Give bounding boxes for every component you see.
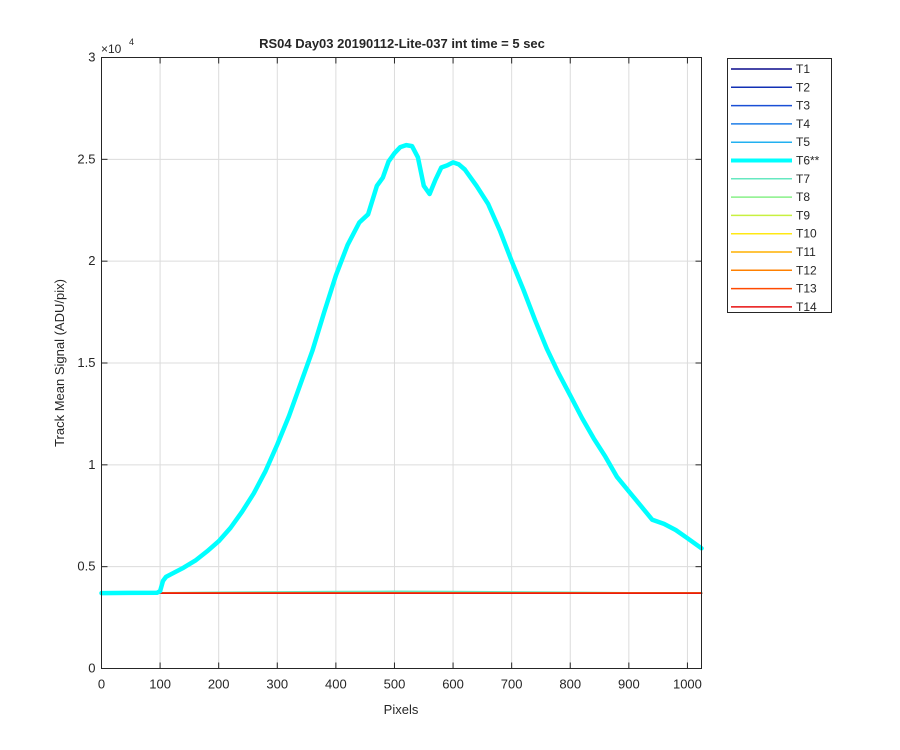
x-tick-label: 400 xyxy=(325,677,347,692)
legend: T1 T2 T3 T4 T5 T6** T7 T8 T9 T10 T11 T12 T13 T14 xyxy=(727,58,832,314)
series-line-t6 xyxy=(99,142,704,596)
legend-label: T9 xyxy=(796,208,810,222)
legend-label: T10 xyxy=(796,227,817,241)
x-tick-label: 500 xyxy=(384,677,406,692)
legend-label: T12 xyxy=(796,263,817,277)
legend-item-t1: T1 xyxy=(731,62,810,76)
legend-item-t9: T9 xyxy=(731,208,810,222)
y-exponent-base: ×10 xyxy=(101,42,122,56)
legend-item-t14: T14 xyxy=(731,300,817,314)
x-tick-label: 300 xyxy=(266,677,288,692)
legend-item-t13: T13 xyxy=(731,282,817,296)
y-axis-label: Track Mean Signal (ADU/pix) xyxy=(52,279,67,447)
legend-item-t11: T11 xyxy=(731,245,816,259)
y-tick-label: 0 xyxy=(88,661,95,676)
legend-label: T3 xyxy=(796,99,810,113)
x-tick-label: 200 xyxy=(208,677,230,692)
legend-label: T4 xyxy=(796,117,810,131)
x-tick-label: 100 xyxy=(149,677,171,692)
x-tick-label: 800 xyxy=(559,677,581,692)
legend-item-t7: T7 xyxy=(731,172,810,186)
y-tick-label: 3 xyxy=(88,50,95,65)
legend-item-t5: T5 xyxy=(731,135,810,149)
x-tick-label: 900 xyxy=(618,677,640,692)
legend-item-t6: T6** xyxy=(731,154,820,168)
legend-item-t3: T3 xyxy=(731,99,810,113)
x-tick-label: 1000 xyxy=(673,677,702,692)
axis-ticks: 0 100 200 300 400 500 600 700 800 900 1000 0 0.5 1 1.5… xyxy=(77,50,701,692)
y-tick-label: 1 xyxy=(88,457,95,472)
legend-label: T2 xyxy=(796,80,810,94)
x-axis-label: Pixels xyxy=(384,702,419,717)
legend-label: T1 xyxy=(796,62,810,76)
series-lines xyxy=(99,142,704,596)
legend-item-t8: T8 xyxy=(731,190,810,204)
grid xyxy=(101,57,702,669)
legend-label: T7 xyxy=(796,172,810,186)
legend-label: T14 xyxy=(796,300,817,314)
y-tick-label: 1.5 xyxy=(77,355,95,370)
legend-item-t2: T2 xyxy=(731,80,810,94)
y-tick-label: 2 xyxy=(88,253,95,268)
legend-label: T5 xyxy=(796,135,810,149)
legend-item-t10: T10 xyxy=(731,227,817,241)
legend-label: T6** xyxy=(796,154,820,168)
y-tick-label: 2.5 xyxy=(77,151,95,166)
x-tick-label: 0 xyxy=(98,677,105,692)
y-tick-label: 0.5 xyxy=(77,559,95,574)
legend-label: T8 xyxy=(796,190,810,204)
x-tick-label: 600 xyxy=(442,677,464,692)
y-exponent: ×10 4 xyxy=(101,37,134,56)
y-exponent-power: 4 xyxy=(129,37,134,47)
legend-label: T11 xyxy=(796,245,816,259)
legend-item-t12: T12 xyxy=(731,263,817,277)
x-tick-label: 700 xyxy=(501,677,523,692)
chart-title: RS04 Day03 20190112-Lite-037 int time = … xyxy=(259,36,545,51)
legend-label: T13 xyxy=(796,282,817,296)
legend-item-t4: T4 xyxy=(731,117,810,131)
